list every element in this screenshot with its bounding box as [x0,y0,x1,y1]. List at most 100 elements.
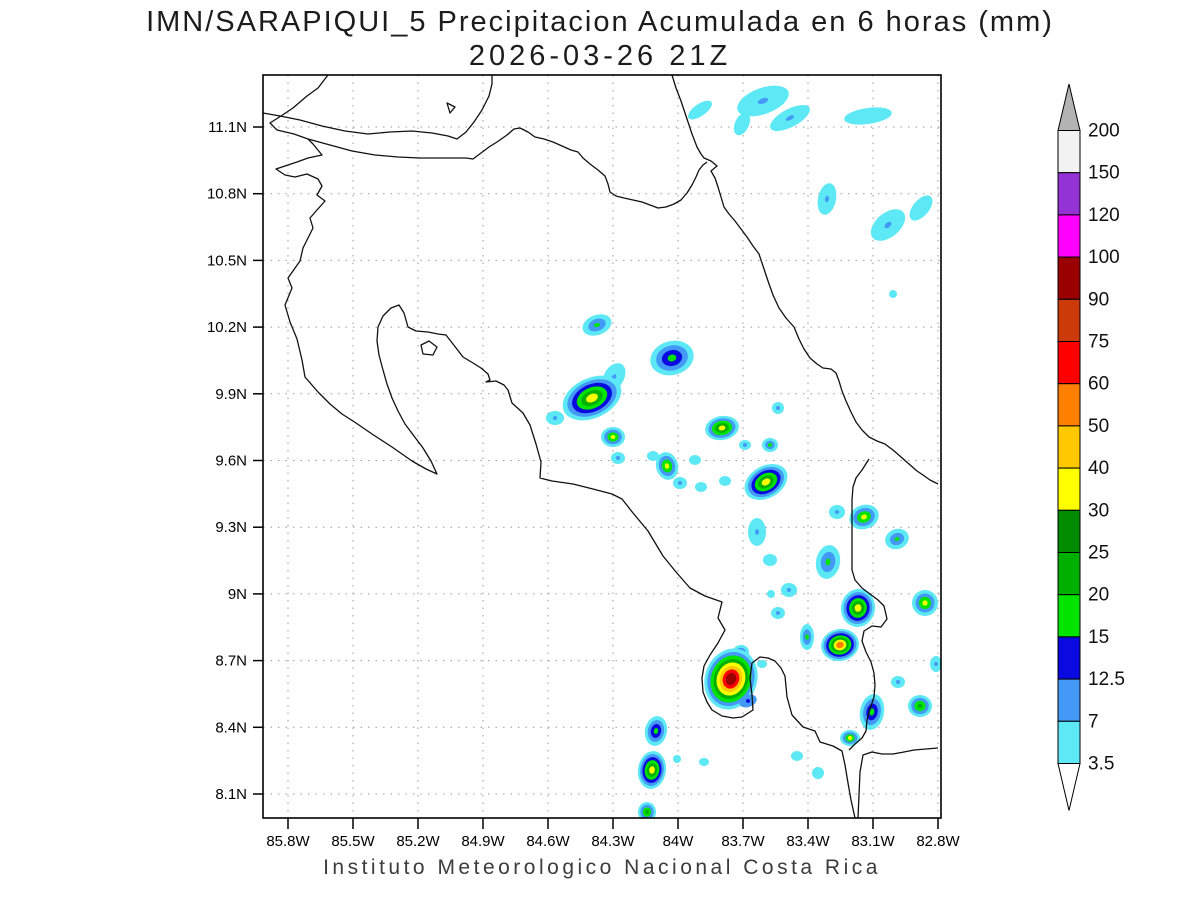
precip-cell [791,751,803,761]
colorbar-under-arrow [1057,763,1081,811]
precip-cell [840,589,876,627]
page-title: IMN/SARAPIQUI_5 Precipitacion Acumulada … [146,6,1054,38]
graticule-grid [263,75,941,818]
precip-cell [859,694,885,730]
colorbar-segment [1057,594,1081,638]
precip-cell [844,107,892,125]
lon-tick-label: 85.8W [266,833,310,850]
precip-cell [770,104,810,132]
precip-cell [655,452,679,480]
lat-tick-label: 9.3N [215,519,247,536]
colorbar-level-label: 150 [1088,163,1120,184]
colorbar-level-label: 40 [1088,458,1109,479]
lat-tick-label: 8.1N [215,786,247,803]
precip-cell [695,482,707,492]
precip-cell [719,476,731,486]
colorbar-over-arrow [1057,83,1081,131]
colorbar-level-label: 25 [1088,543,1109,564]
precip-cell [849,504,879,530]
precip-cell [829,505,845,519]
lake-island [446,102,456,114]
precip-cell [647,451,659,461]
colorbar-segment [1057,298,1081,342]
lat-tick-label: 9.9N [215,386,247,403]
precip-cell [744,463,788,501]
precipitation-cells [546,85,941,818]
precip-cell [772,402,784,414]
precip-cell [748,518,766,546]
colorbar-segment [1057,341,1081,385]
coast-pacific [269,75,856,818]
precip-cell [889,290,897,298]
isla-chira [420,340,438,356]
axes: 11.1N 10.8N 10.5N 10.2N 9.9N 9.6N 9.3N 9N 8.7N 8.… [207,119,961,850]
lat-tick-label: 9.6N [215,453,247,470]
lon-tick-label: 84.3W [591,833,635,850]
colorbar-level-label: 30 [1088,500,1109,521]
precip-cell [812,767,824,779]
precip-cell [673,755,681,763]
colorbar-segment [1057,636,1081,680]
precip-cell [611,452,625,464]
colorbar-level-label: 20 [1088,585,1109,606]
precip-cell [762,438,778,452]
colorbar-segment [1057,214,1081,258]
lon-tick-label: 82.8W [916,833,960,850]
lon-tick-label: 83.1W [851,833,895,850]
lat-tick-label: 11.1N [208,119,247,136]
precip-cell [704,648,758,710]
colorbar-segment [1057,552,1081,596]
precip-cell [930,656,941,672]
precip-cell [891,676,905,688]
colorbar-segment [1057,172,1081,216]
precip-cell [582,314,612,336]
coast-burica-panama [857,747,939,818]
precip-cell [767,590,775,598]
precip-cell [644,716,668,746]
lat-tick-label: 10.8N [207,186,247,203]
lat-tick-label: 10.2N [207,319,247,336]
colorbar-legend: 200 150 120 100 90 75 60 50 40 30 25 20 15 12.5 7 3.5 [1057,83,1125,811]
precip-cell [909,195,933,221]
border-panama [848,458,888,751]
precip-cell [757,660,767,668]
precip-cell [637,751,667,789]
precip-cell [800,624,814,650]
lon-tick-label: 84W [663,833,695,850]
precip-cell [601,427,625,447]
lat-tick-label: 9N [228,586,247,603]
colorbar-level-label: 7 [1088,711,1099,732]
lat-tick-label: 10.5N [207,252,247,269]
colorbar-level-label: 90 [1088,289,1109,310]
footer-institute-label: Instituto Meteorologico Nacional Costa R… [323,856,881,879]
colorbar-level-label: 15 [1088,627,1109,648]
precip-cell [562,375,622,421]
precip-cell [771,607,785,619]
lon-tick-label: 83.4W [786,833,830,850]
precip-cell [912,590,938,616]
colorbar-level-label: 60 [1088,374,1109,395]
colorbar-level-label: 75 [1088,332,1109,353]
colorbar-segment [1057,509,1081,553]
colorbar-segment [1057,467,1081,511]
precip-cell [840,730,860,746]
precip-cell [821,628,859,662]
lon-tick-label: 84.6W [526,833,570,850]
precip-cell [638,802,656,818]
precip-cell [815,545,841,579]
lon-tick-label: 85.5W [331,833,375,850]
colorbar-segment [1057,383,1081,427]
precip-cell [737,85,789,117]
precip-cell [733,112,751,136]
precip-cell [885,528,909,550]
lat-tick-label: 8.7N [215,653,247,670]
precip-cell [689,455,701,465]
precip-cell [699,758,709,766]
precip-cell [817,183,837,215]
precip-cell [650,340,694,376]
lat-tick-label: 8.4N [215,719,247,736]
precip-cell [763,554,777,566]
coast-caribbean [671,75,939,485]
